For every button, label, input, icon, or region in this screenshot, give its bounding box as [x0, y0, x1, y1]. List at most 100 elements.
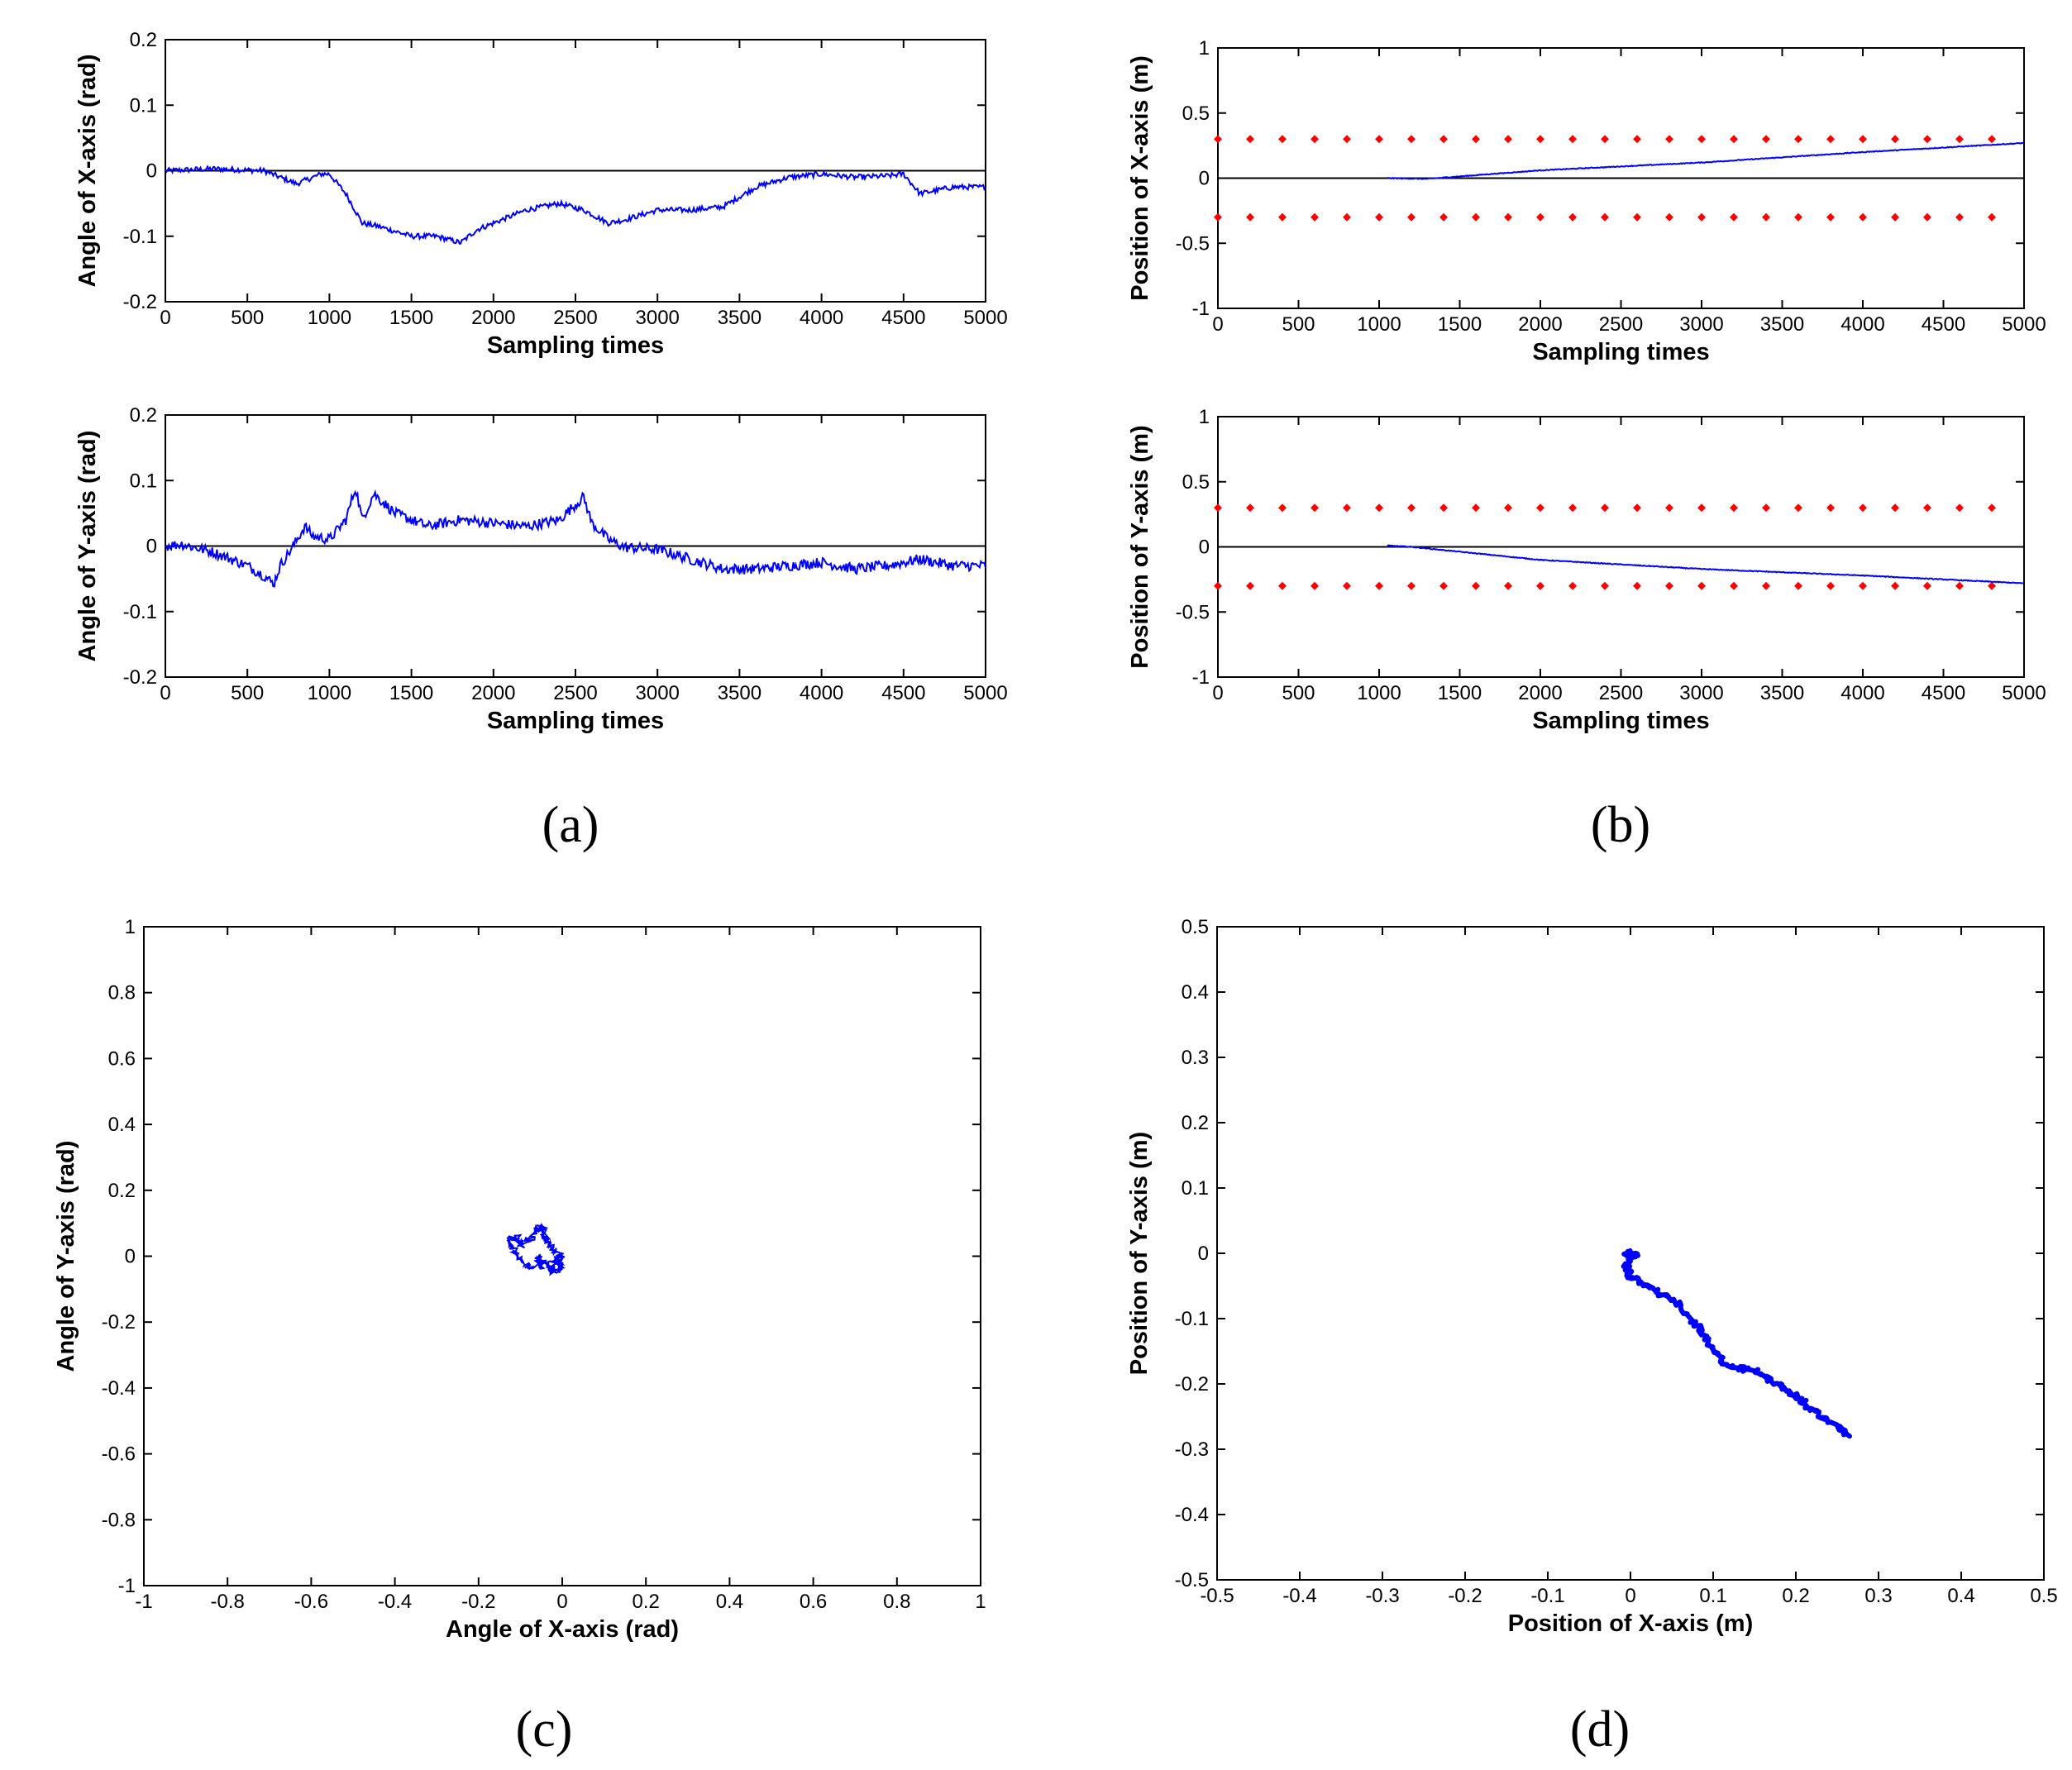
limit-marker — [1891, 503, 1899, 513]
x-tick-label: 0 — [1212, 682, 1223, 704]
x-tick-label: 0.3 — [1864, 1585, 1892, 1607]
limit-marker — [1794, 135, 1802, 144]
y-tick-label: 0 — [146, 536, 157, 558]
limit-marker — [1568, 212, 1577, 222]
y-tick-label: 0.4 — [1182, 981, 1209, 1004]
limit-marker — [1439, 212, 1448, 222]
limit-marker — [1536, 135, 1544, 144]
x-tick-label: 3000 — [636, 682, 680, 704]
limit-marker — [1826, 503, 1835, 513]
caption-c: (c) — [516, 1701, 573, 1758]
limit-marker — [1923, 503, 1931, 513]
x-tick-label: 4000 — [1840, 682, 1884, 704]
limit-marker — [1988, 503, 1996, 513]
limit-marker — [1439, 503, 1448, 513]
limit-marker — [1697, 581, 1706, 590]
limit-marker — [1859, 212, 1867, 222]
x-tick-label: -0.6 — [294, 1591, 328, 1613]
series-line-trajectory-angle — [506, 1223, 566, 1276]
limit-marker — [1601, 135, 1609, 144]
limit-marker — [1988, 212, 1996, 222]
y-tick-label: -0.2 — [123, 291, 157, 313]
limit-marker — [1407, 135, 1416, 144]
y-tick-label: -0.6 — [102, 1443, 136, 1466]
x-tick-label: 500 — [1282, 313, 1315, 336]
limit-marker — [1568, 503, 1577, 513]
limit-marker — [1891, 212, 1899, 222]
y-tick-label: 0.6 — [108, 1047, 136, 1070]
x-tick-label: 1000 — [308, 682, 351, 704]
limit-marker — [1601, 503, 1609, 513]
x-tick-label: 4500 — [881, 307, 925, 329]
x-tick-label: 0 — [1625, 1585, 1635, 1607]
y-tick-label: -0.2 — [1175, 1373, 1209, 1395]
x-tick-label: -0.1 — [1530, 1585, 1564, 1607]
x-tick-label: 4000 — [800, 307, 843, 329]
series-line-trajectory-position — [1621, 1248, 1852, 1439]
limit-marker — [1955, 503, 1964, 513]
limit-marker — [1762, 135, 1770, 144]
x-axis-label: Sampling times — [487, 332, 664, 359]
limit-marker — [1407, 503, 1416, 513]
x-tick-label: 500 — [1282, 682, 1315, 704]
limit-marker — [1536, 581, 1544, 590]
y-tick-label: 0.1 — [1182, 1177, 1209, 1200]
y-tick-label: -0.5 — [1175, 1569, 1209, 1591]
x-tick-label: 1500 — [1438, 313, 1482, 336]
x-tick-label: 3500 — [718, 682, 761, 704]
x-tick-label: 1500 — [1438, 682, 1482, 704]
limit-marker — [1311, 135, 1319, 144]
y-tick-label: 0 — [1199, 168, 1210, 190]
limit-marker — [1794, 212, 1802, 222]
limit-marker — [1246, 581, 1254, 590]
x-tick-label: 5000 — [963, 682, 1007, 704]
y-tick-label: 0 — [125, 1246, 136, 1268]
limit-marker — [1214, 503, 1222, 513]
limit-marker — [1697, 503, 1706, 513]
x-tick-label: -0.3 — [1365, 1585, 1399, 1607]
limit-marker — [1665, 135, 1673, 144]
x-tick-label: 0.2 — [1782, 1585, 1809, 1607]
y-tick-label: 0 — [146, 160, 157, 183]
limit-marker — [1826, 212, 1835, 222]
plot-position-y-vs-time: 0 500 1000 1500 2000 2500 3000 3500 4000 4500 5000… — [1127, 406, 2046, 734]
limit-marker — [1891, 581, 1899, 590]
limit-marker — [1439, 581, 1448, 590]
limit-marker — [1472, 212, 1480, 222]
y-tick-label: -1 — [1192, 298, 1210, 320]
limit-marker — [1311, 503, 1319, 513]
caption-b: (b) — [1591, 797, 1650, 853]
y-axis-label: Position of X-axis (m) — [1127, 55, 1153, 300]
x-tick-label: -0.4 — [378, 1591, 412, 1613]
x-tick-label: 0.1 — [1699, 1585, 1726, 1607]
x-tick-label: 2500 — [553, 682, 597, 704]
x-tick-label: 3000 — [1679, 313, 1723, 336]
x-tick-label: 500 — [231, 682, 264, 704]
x-tick-label: 3500 — [1760, 682, 1804, 704]
limit-marker — [1439, 135, 1448, 144]
y-tick-label: 0.5 — [1182, 103, 1210, 125]
x-tick-label: 2500 — [553, 307, 597, 329]
x-tick-label: 1000 — [1357, 313, 1401, 336]
limit-marker — [1923, 135, 1931, 144]
x-tick-label: 2500 — [1599, 682, 1643, 704]
limit-marker — [1859, 135, 1867, 144]
limit-marker — [1697, 135, 1706, 144]
limit-marker — [1859, 503, 1867, 513]
limit-marker — [1246, 212, 1254, 222]
limit-marker — [1504, 503, 1512, 513]
limit-marker — [1214, 581, 1222, 590]
x-tick-label: 0.4 — [1947, 1585, 1974, 1607]
series-line-angle-x — [165, 165, 986, 245]
limit-marker — [1246, 503, 1254, 513]
limit-marker — [1988, 581, 1996, 590]
limit-marker — [1375, 581, 1383, 590]
y-tick-label: 0.2 — [1182, 1112, 1209, 1134]
x-tick-label: 0.5 — [2030, 1585, 2057, 1607]
limit-marker — [1601, 212, 1609, 222]
y-axis-label: Angle of Y-axis (rad) — [74, 431, 101, 662]
y-axis-label: Position of Y-axis (m) — [1126, 1132, 1153, 1375]
y-tick-label: -1 — [1192, 666, 1210, 689]
limit-marker — [1472, 503, 1480, 513]
